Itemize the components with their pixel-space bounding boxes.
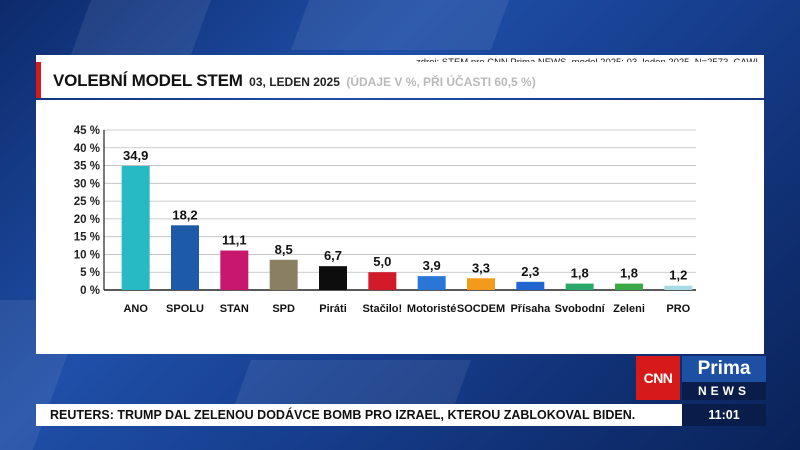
data-label: 5,0 (373, 254, 391, 269)
data-label: 34,9 (123, 148, 148, 163)
y-tick-label: 0 % (80, 285, 100, 297)
title-note: (ÚDAJE V %, PŘI ÚČASTI 60,5 %) (346, 75, 536, 89)
category-label: Stačilo! (362, 303, 402, 315)
category-label: Svobodní (555, 303, 606, 315)
category-label: STAN (220, 303, 249, 315)
bar-ano (121, 165, 150, 290)
category-label: Přísaha (510, 303, 551, 315)
y-tick-label: 5 % (80, 267, 100, 279)
bar-motorist (417, 276, 446, 290)
category-label: PRO (666, 303, 690, 315)
chart-panel: 0 % 5 % 10 % 15 % 20 % 25 % 30 % 35 % 40 % 45 % 34… (36, 100, 764, 354)
y-tick-label: 25 % (74, 196, 100, 208)
category-label: Zeleni (613, 303, 645, 315)
cnn-logo: CNN (636, 356, 680, 400)
bar-psaha (516, 281, 545, 290)
data-label: 1,8 (620, 266, 638, 281)
bar-spolu (171, 225, 199, 290)
background-shape (290, 0, 510, 50)
bar-chart: 0 % 5 % 10 % 15 % 20 % 25 % 30 % 35 % 40 % 45 % 34… (74, 125, 696, 315)
bar-pro (664, 285, 693, 290)
y-tick-label: 15 % (74, 232, 100, 244)
y-tick-label: 45 % (74, 125, 100, 137)
y-tick-label: 10 % (74, 249, 100, 261)
y-tick-label: 35 % (74, 161, 100, 173)
news-ticker: REUTERS: TRUMP DAL ZELENOU DODÁVCE BOMB … (36, 404, 682, 426)
category-label: Piráti (319, 303, 347, 315)
title-date: 03, LEDEN 2025 (249, 75, 340, 89)
chart-title: VOLEBNÍ MODEL STEM 03, LEDEN 2025 (ÚDAJE… (53, 71, 536, 91)
category-label: ANO (123, 303, 148, 315)
category-label: SPD (272, 303, 295, 315)
data-label: 2,3 (521, 264, 539, 279)
data-label: 6,7 (324, 248, 342, 263)
category-label: Motoristé (407, 303, 457, 315)
bar-socdem (467, 278, 495, 290)
bar-pirti (319, 266, 347, 290)
title-main: VOLEBNÍ MODEL STEM (53, 71, 243, 90)
bar-spd (269, 259, 298, 290)
data-label: 1,8 (571, 266, 589, 281)
data-label: 3,3 (472, 260, 490, 275)
category-label: SPOLU (166, 303, 204, 315)
category-label: SOCDEM (457, 303, 505, 315)
clock: 11:01 (682, 404, 766, 426)
data-label: 18,2 (172, 207, 197, 222)
y-tick-label: 30 % (74, 178, 100, 190)
y-tick-label: 40 % (74, 143, 100, 155)
bar-stailo (368, 272, 397, 290)
news-logo: NEWS (682, 382, 766, 400)
data-label: 11,1 (222, 233, 247, 248)
bar-zeleni (615, 283, 643, 290)
bar-stan (220, 250, 249, 290)
data-label: 1,2 (669, 268, 687, 283)
y-tick-label: 20 % (74, 214, 100, 226)
background-shape (69, 0, 211, 60)
title-bar: VOLEBNÍ MODEL STEM 03, LEDEN 2025 (ÚDAJE… (36, 62, 764, 98)
bar-svobodn (565, 283, 594, 290)
data-label: 8,5 (275, 242, 293, 257)
prima-logo: Prima (682, 356, 766, 382)
data-label: 3,9 (423, 258, 441, 273)
